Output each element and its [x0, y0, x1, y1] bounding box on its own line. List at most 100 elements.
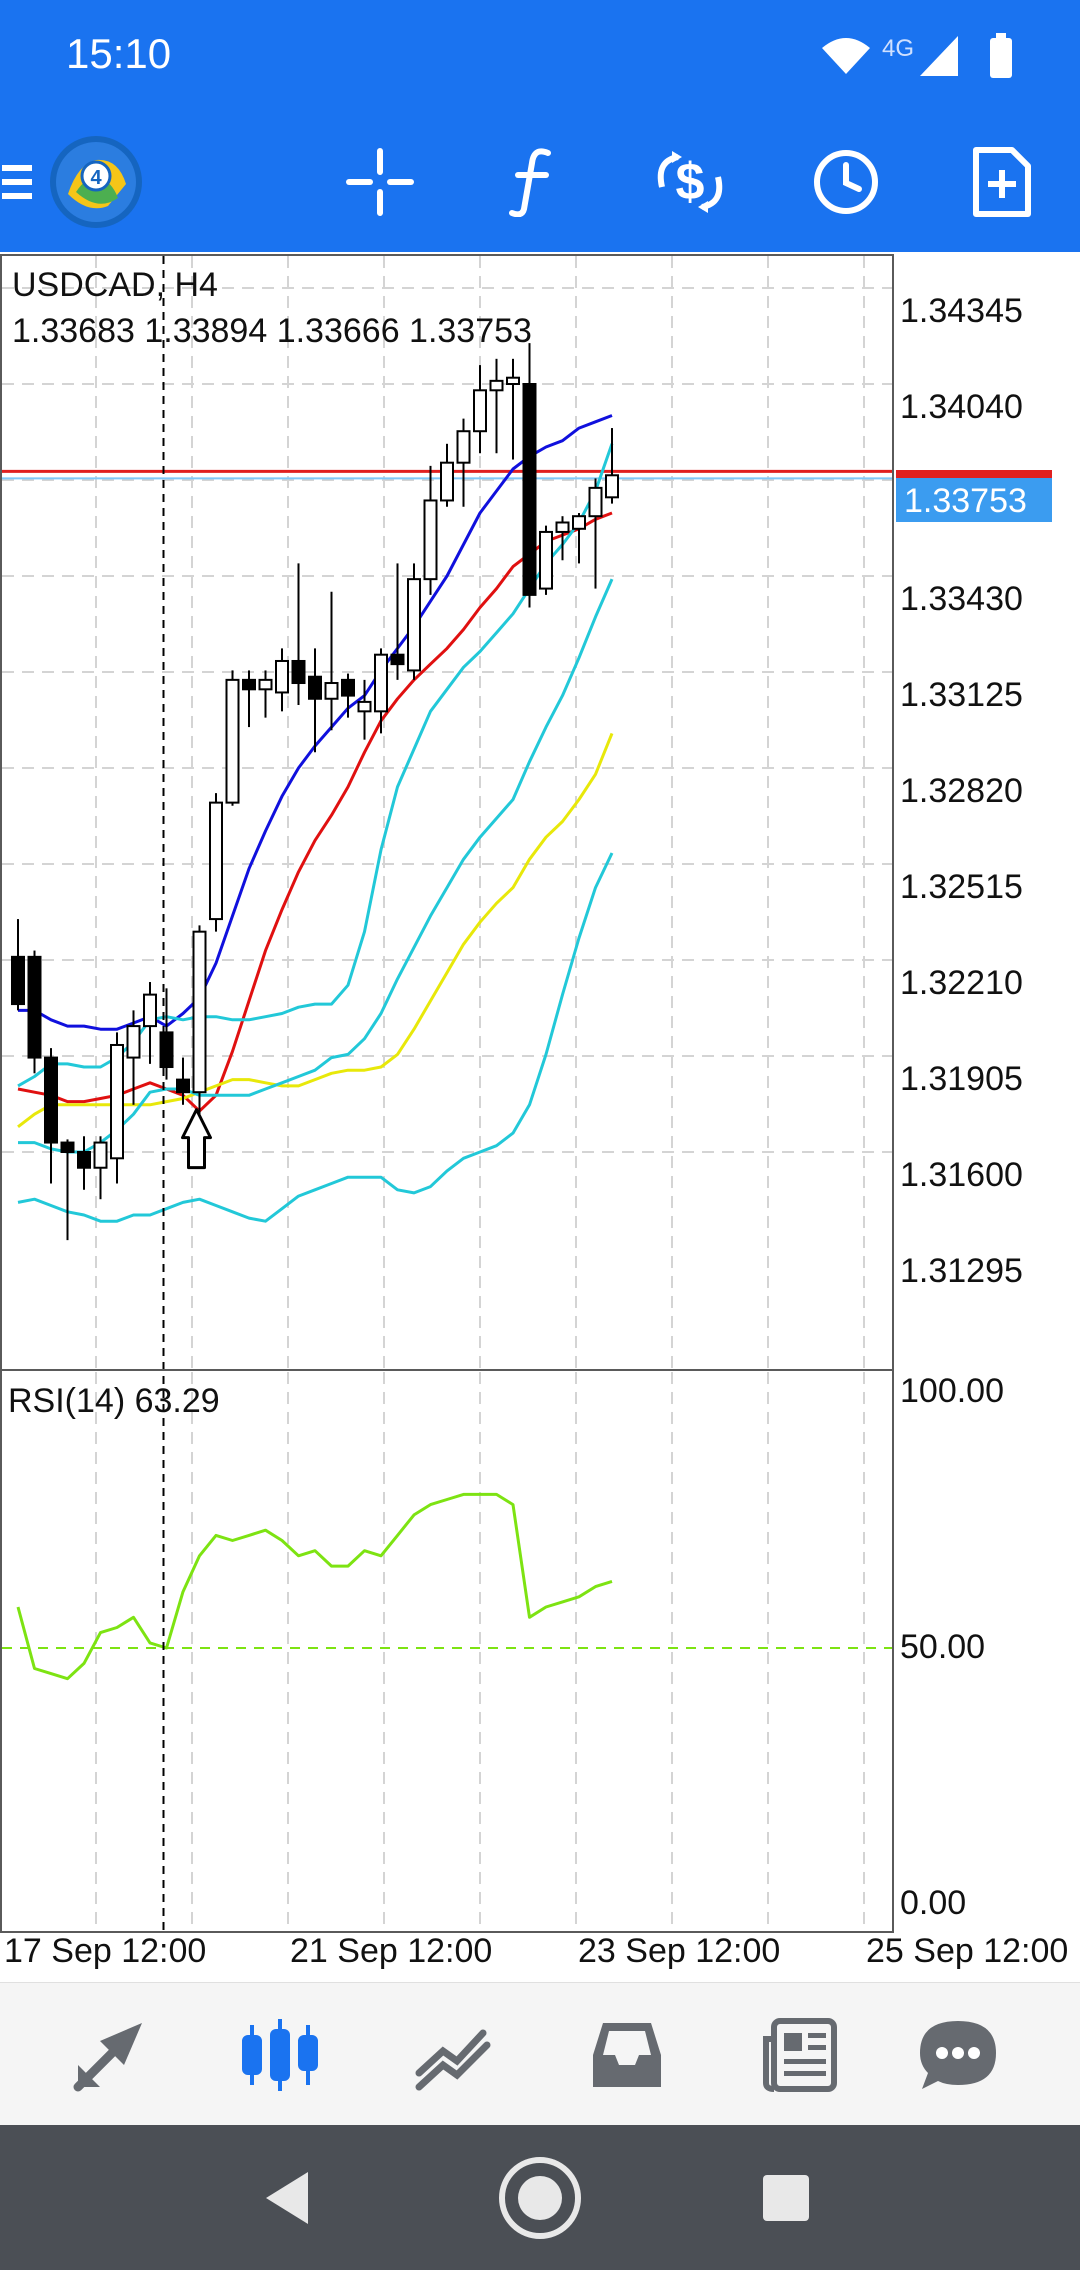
main-chart-frame [0, 254, 894, 1371]
candle-bear [242, 678, 256, 691]
candle [456, 418, 471, 507]
bottom-navigation [0, 1982, 1080, 2126]
new-order-icon[interactable] [952, 112, 1052, 252]
price-label: 1.32820 [900, 772, 1023, 810]
indicator-lines [2, 414, 892, 1223]
price-label: 1.31295 [900, 1252, 1023, 1290]
crosshair-icon[interactable] [330, 112, 430, 252]
candle [258, 670, 273, 718]
price-label: 1.33125 [900, 676, 1023, 714]
current-price-marker: 1.33753 [896, 470, 1052, 522]
indicators-icon[interactable] [484, 112, 584, 252]
rsi-level-label: 0.00 [900, 1884, 966, 1922]
history-icon[interactable] [557, 1983, 697, 2126]
candle-bear [176, 1078, 190, 1094]
candle [93, 1136, 108, 1200]
candle [489, 358, 504, 454]
rsi-panel-frame [0, 1369, 894, 1933]
news-icon[interactable] [730, 1983, 870, 2126]
price-label: 1.32210 [900, 964, 1023, 1002]
recents-icon[interactable] [716, 2125, 856, 2270]
candle-bear [60, 1141, 75, 1153]
status-time: 15:10 [66, 30, 172, 77]
price-label: 1.33430 [900, 580, 1023, 618]
candle [77, 1136, 91, 1190]
price-label: 1.34040 [900, 388, 1023, 426]
price-chart[interactable]: USDCAD, H4 1.33683 1.33894 1.33666 1.337… [0, 252, 1080, 1982]
candle [275, 648, 289, 712]
candle-bull [143, 993, 157, 1028]
indicator-line [17, 732, 614, 1128]
candle [192, 925, 207, 1115]
candle [27, 950, 42, 1074]
candle-bull [423, 499, 438, 581]
status-bar: 15:10 4G [0, 0, 1080, 112]
price-scale: 1.34345 1.34040 1.33430 1.33125 1.32820 … [900, 292, 1023, 1290]
candle-bull [440, 461, 454, 502]
candle-bull [209, 801, 223, 921]
status-icons: 4G [822, 33, 1012, 78]
candle-bull [192, 930, 207, 1094]
candle [572, 513, 586, 564]
candle-bear [77, 1151, 91, 1169]
symbol-change-icon[interactable]: $ [640, 112, 740, 252]
candle-bull [357, 700, 372, 713]
chat-icon[interactable] [888, 1983, 1028, 2126]
chart-icon[interactable] [210, 1983, 350, 2126]
candle [308, 648, 322, 753]
candle-bear [291, 659, 306, 685]
candle-bear [27, 955, 42, 1059]
candle [440, 443, 454, 507]
candle [555, 516, 570, 561]
candle-bull [555, 521, 570, 533]
candle [341, 673, 355, 718]
time-label: 25 Sep 12:00 [866, 1932, 1068, 1970]
candle [291, 563, 306, 706]
candle-bear [341, 678, 355, 697]
candle [110, 1032, 124, 1184]
candle [143, 982, 157, 1064]
candle-bull [407, 578, 421, 672]
candle-bull [93, 1141, 108, 1169]
candle [423, 465, 438, 595]
logo-badge: 4 [90, 167, 102, 189]
candle [407, 563, 421, 680]
candle-bear [390, 653, 405, 666]
wifi-icon [822, 38, 870, 74]
candle-bull [588, 486, 603, 518]
chart-area[interactable]: USDCAD, H4 1.33683 1.33894 1.33666 1.337… [0, 252, 1080, 1982]
price-label: 1.34345 [900, 292, 1023, 330]
candle-bull [225, 678, 240, 804]
trade-icon[interactable] [383, 1983, 523, 2126]
quotes-icon[interactable] [40, 1983, 180, 2126]
candle-bull [324, 682, 339, 700]
candle [11, 919, 25, 1011]
price-label: 1.31600 [900, 1156, 1023, 1194]
chart-overlays [16, 256, 613, 1932]
time-label: 21 Sep 12:00 [290, 1932, 492, 1970]
candle [588, 478, 603, 589]
candle-bull [506, 376, 520, 385]
candles [11, 343, 619, 1241]
candle [324, 591, 339, 731]
timeframe-icon[interactable] [796, 112, 896, 252]
chart-grid [2, 256, 892, 1932]
time-label: 23 Sep 12:00 [578, 1932, 780, 1970]
candle-bull [126, 1025, 141, 1059]
candle [539, 525, 553, 595]
candle-bull [473, 389, 487, 433]
candle [44, 1048, 58, 1184]
menu-icon[interactable] [0, 112, 34, 252]
candle [357, 679, 372, 740]
home-icon[interactable] [470, 2125, 610, 2270]
back-icon[interactable] [218, 2125, 358, 2270]
battery-icon [990, 33, 1012, 78]
current-price-label: 1.33753 [904, 482, 1027, 520]
candle [176, 1057, 190, 1105]
app-logo-icon[interactable]: 4 [48, 112, 144, 252]
candle [60, 1139, 75, 1241]
system-navigation [0, 2125, 1080, 2270]
indicator-line [17, 852, 614, 1223]
candle [506, 358, 520, 460]
candle [390, 563, 405, 680]
